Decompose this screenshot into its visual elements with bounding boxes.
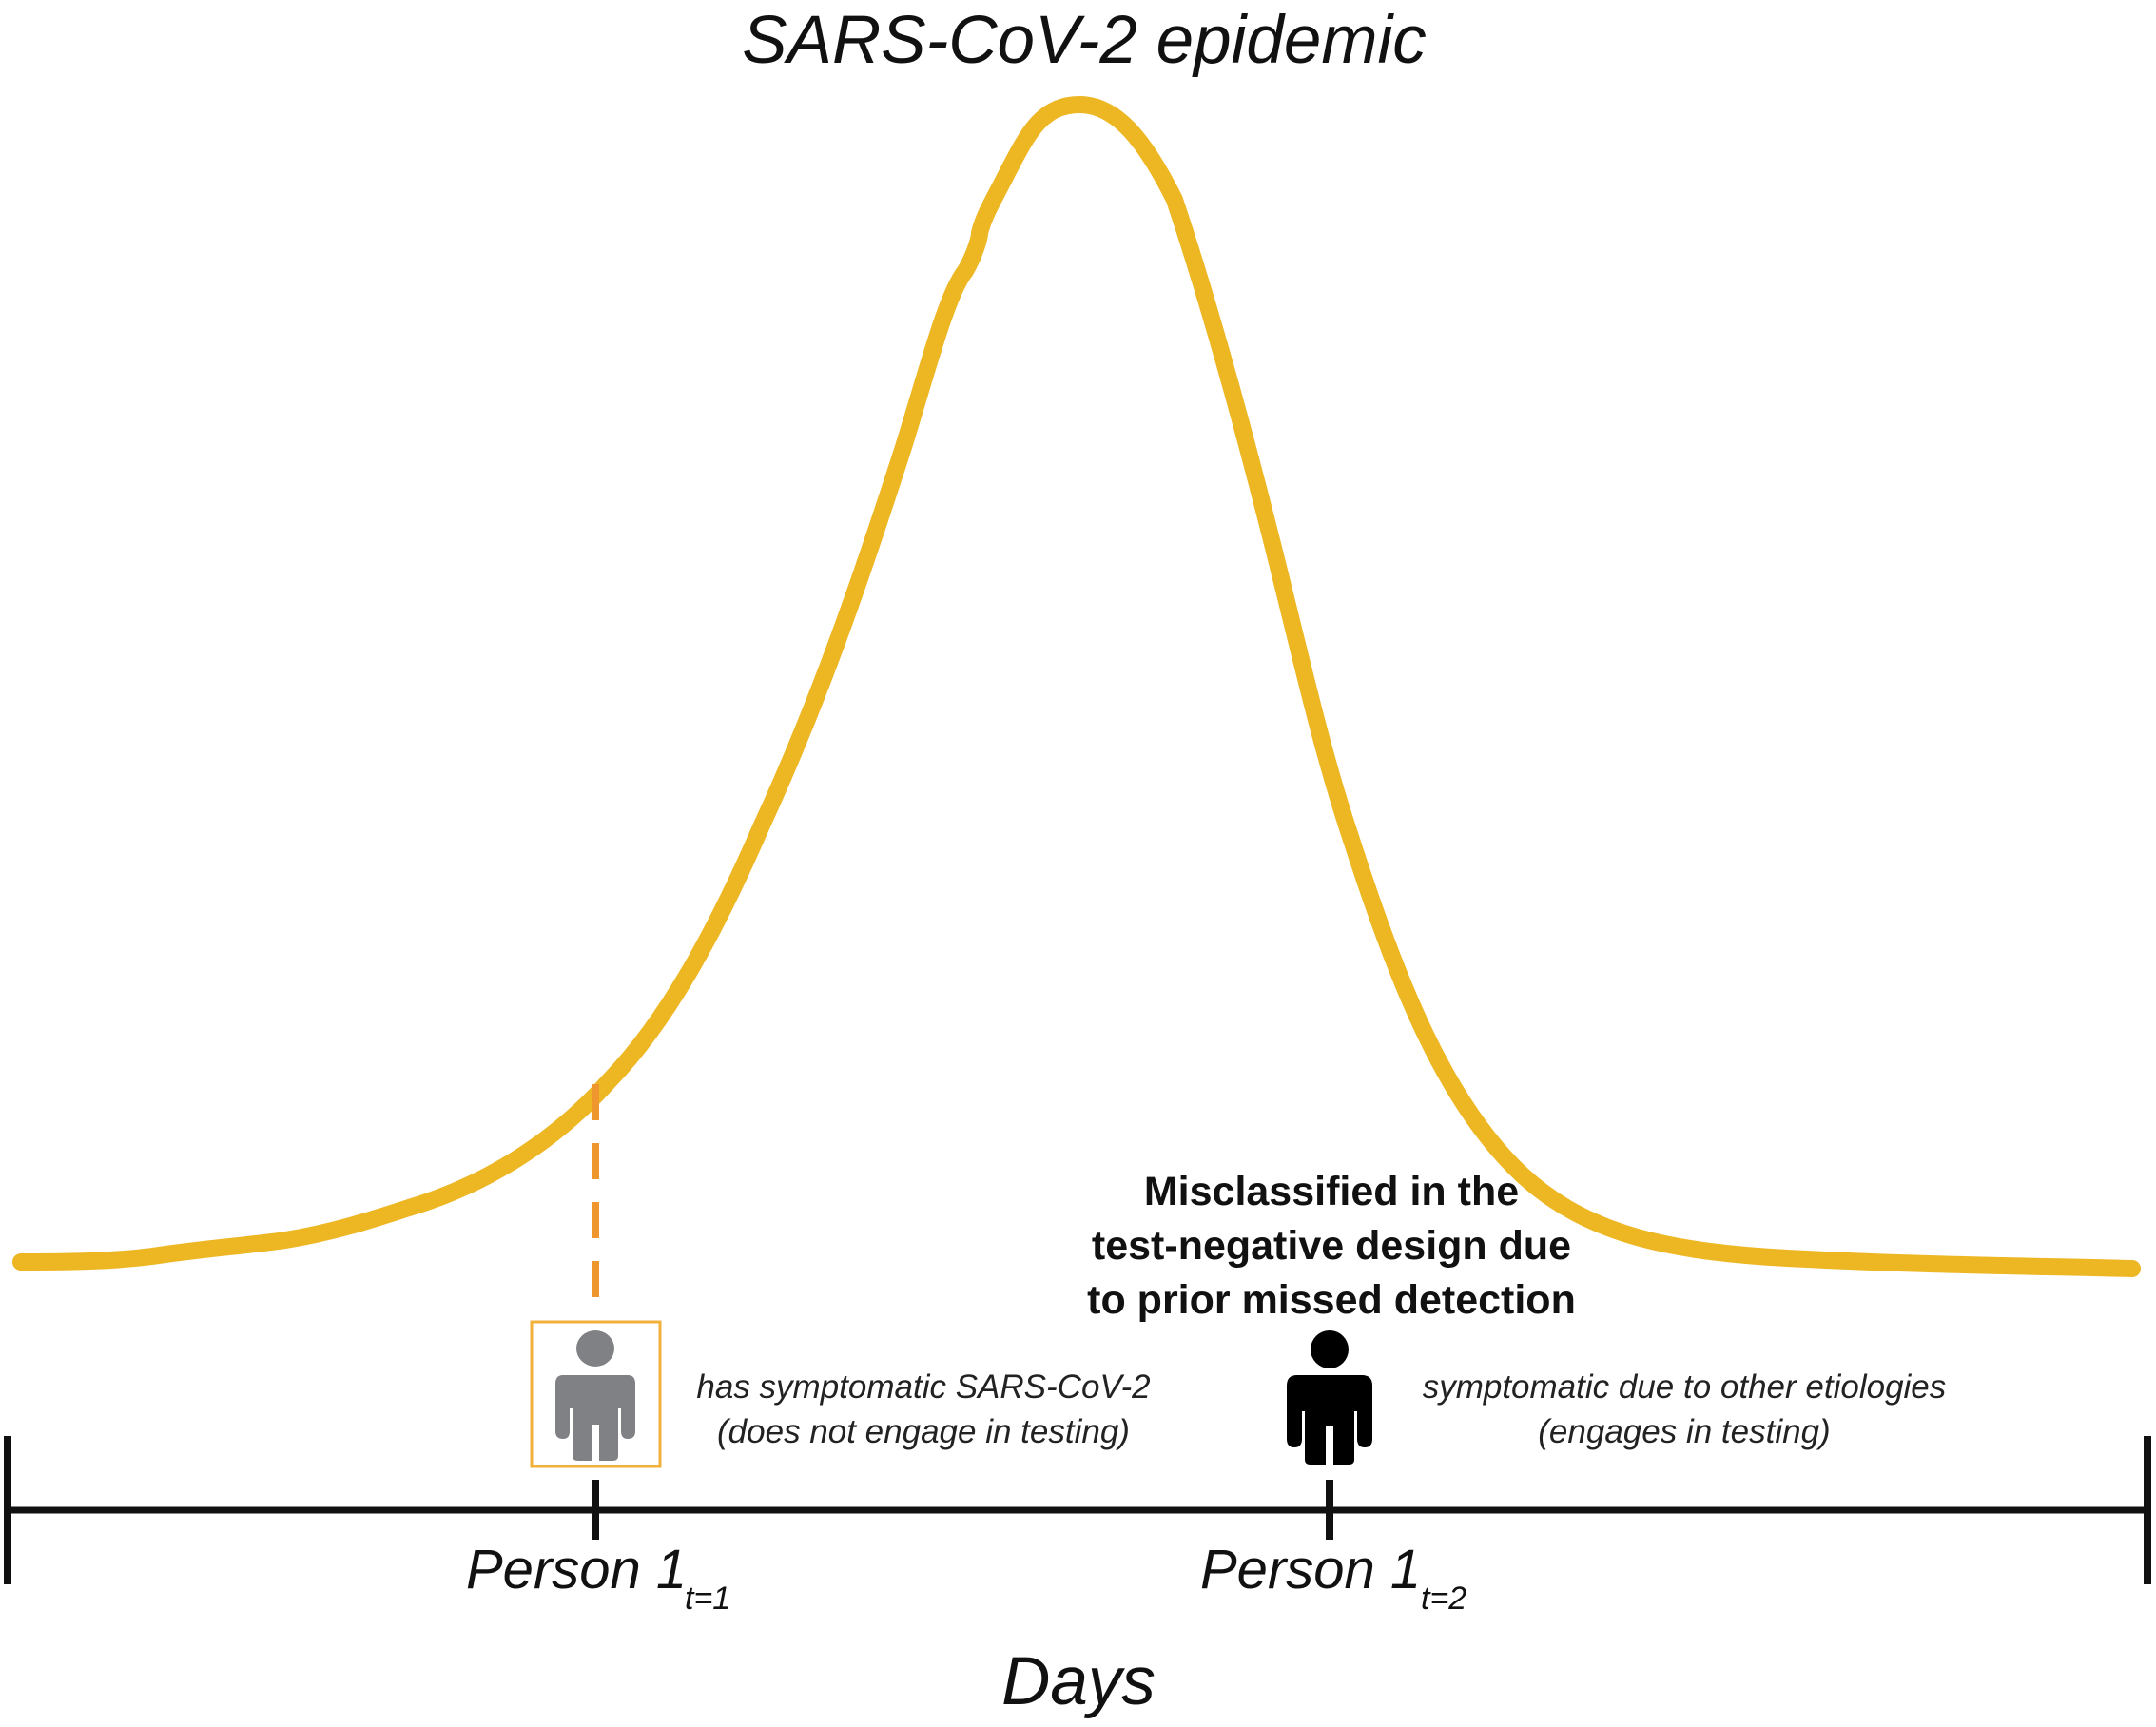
callout-line2: test-negative design due bbox=[1092, 1223, 1571, 1269]
diagram-title: SARS-CoV-2 epidemic bbox=[742, 3, 1426, 78]
person-label: Person 1 bbox=[1200, 1539, 1421, 1601]
person-note-line2: (does not engage in testing) bbox=[717, 1413, 1130, 1450]
epidemic-curve bbox=[12, 96, 2141, 1277]
callout-line1: Misclassified in the bbox=[1144, 1169, 1519, 1214]
person-note-line2: (engages in testing) bbox=[1538, 1413, 1830, 1450]
person-icon bbox=[1287, 1330, 1372, 1465]
callout-line3: to prior missed detection bbox=[1087, 1277, 1576, 1323]
person-subscript: t=1 bbox=[685, 1581, 730, 1617]
person-note-line1: symptomatic due to other etiologies bbox=[1423, 1368, 1947, 1406]
axis-label: Days bbox=[1001, 1644, 1156, 1719]
person-label: Person 1 bbox=[466, 1539, 687, 1601]
person-note-line1: has symptomatic SARS-CoV-2 bbox=[696, 1368, 1150, 1406]
person-icon bbox=[555, 1330, 635, 1461]
highlight-box bbox=[530, 1320, 662, 1468]
person-subscript: t=2 bbox=[1421, 1581, 1466, 1617]
